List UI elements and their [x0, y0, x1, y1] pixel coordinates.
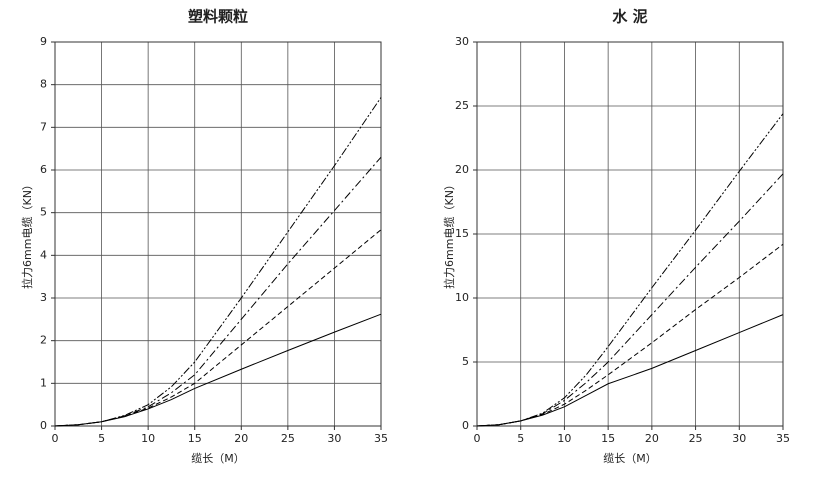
y-tick-label: 15: [455, 227, 469, 240]
y-tick-label: 7: [40, 120, 47, 133]
y-tick-label: 8: [40, 78, 47, 91]
data-line: [54, 156, 382, 427]
plot-frame: [54, 41, 382, 427]
y-tick-label: 4: [40, 248, 47, 261]
data-line: [476, 314, 784, 427]
y-tick-label: 3: [40, 291, 47, 304]
y-tick-label: 0: [40, 419, 47, 432]
data-line: [476, 243, 784, 427]
chart-title: 水 泥: [612, 8, 647, 26]
data-line: [54, 313, 382, 427]
x-axis-label: 缆长（M）: [191, 452, 245, 465]
y-tick-label: 9: [40, 35, 47, 48]
y-tick-label: 10: [455, 291, 469, 304]
y-tick-label: 2: [40, 334, 47, 347]
x-tick-label: 5: [98, 432, 105, 445]
x-tick-label: 20: [645, 432, 659, 445]
x-tick-label: 5: [517, 432, 524, 445]
y-tick-label: 6: [40, 163, 47, 176]
data-line: [54, 97, 382, 427]
y-axis-label: 拉力6mm电缆（KN）: [442, 179, 456, 289]
x-tick-label: 30: [327, 432, 341, 445]
x-tick-label: 25: [689, 432, 703, 445]
x-tick-label: 10: [557, 432, 571, 445]
y-axis-label: 拉力6mm电缆（KN）: [20, 179, 34, 289]
data-line: [54, 229, 382, 427]
y-tick-label: 20: [455, 163, 469, 176]
data-line: [476, 173, 784, 427]
x-tick-label: 25: [281, 432, 295, 445]
y-tick-label: 25: [455, 99, 469, 112]
data-line: [476, 113, 784, 427]
y-tick-label: 5: [40, 206, 47, 219]
y-tick-label: 1: [40, 376, 47, 389]
y-tick-label: 0: [462, 419, 469, 432]
x-tick-label: 15: [188, 432, 202, 445]
x-tick-label: 10: [141, 432, 155, 445]
x-tick-label: 30: [732, 432, 746, 445]
x-tick-label: 20: [234, 432, 248, 445]
x-tick-label: 15: [601, 432, 615, 445]
y-tick-label: 30: [455, 35, 469, 48]
x-axis-label: 缆长（M）: [603, 452, 657, 465]
plot-frame: [476, 41, 784, 427]
x-tick-label: 0: [474, 432, 481, 445]
x-tick-label: 35: [374, 432, 388, 445]
x-tick-label: 0: [52, 432, 59, 445]
chart-title: 塑料颗粒: [188, 8, 248, 26]
y-tick-label: 5: [462, 355, 469, 368]
x-tick-label: 35: [776, 432, 790, 445]
